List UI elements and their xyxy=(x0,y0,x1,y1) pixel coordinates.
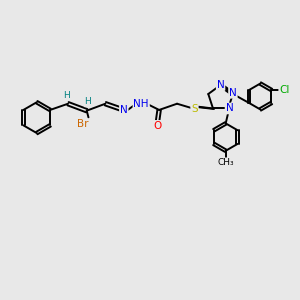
Text: H: H xyxy=(85,98,91,106)
Text: NH: NH xyxy=(134,99,149,109)
Text: S: S xyxy=(191,104,198,114)
Text: Br: Br xyxy=(77,119,89,129)
Text: O: O xyxy=(153,121,161,131)
Text: N: N xyxy=(120,105,128,116)
Text: N: N xyxy=(226,103,233,113)
Text: Cl: Cl xyxy=(279,85,290,95)
Text: H: H xyxy=(63,91,69,100)
Text: CH₃: CH₃ xyxy=(218,158,234,167)
Text: N: N xyxy=(229,88,237,98)
Text: N: N xyxy=(217,80,224,90)
